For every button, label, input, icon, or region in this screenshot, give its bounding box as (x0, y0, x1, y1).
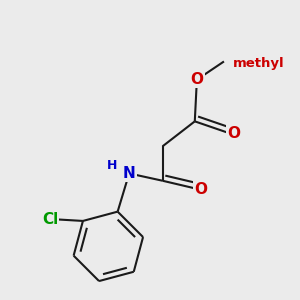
Text: N: N (123, 166, 136, 181)
Text: O: O (227, 126, 240, 141)
Text: Cl: Cl (42, 212, 58, 227)
Text: methyl: methyl (233, 56, 285, 70)
Text: O: O (190, 72, 203, 87)
Text: H: H (107, 159, 117, 172)
Text: O: O (194, 182, 207, 196)
